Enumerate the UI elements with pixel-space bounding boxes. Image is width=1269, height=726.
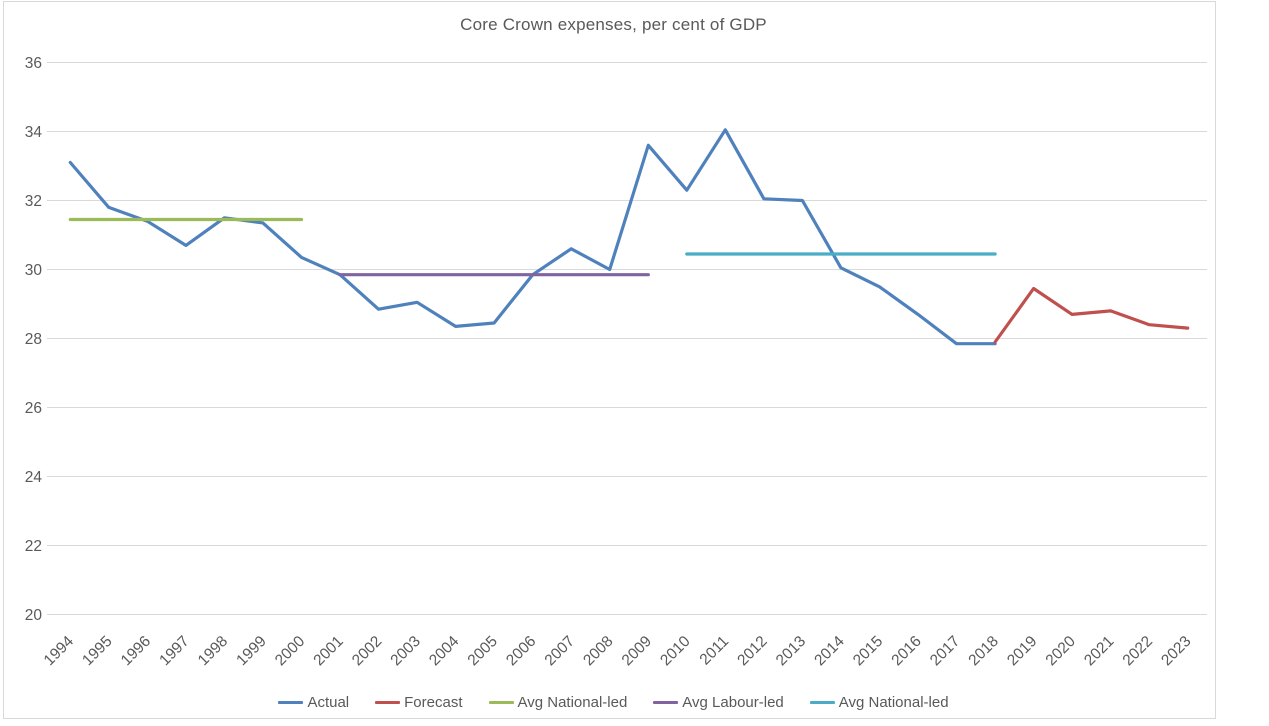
x-tick-label: 2002 [349, 633, 385, 669]
x-tick-label: 2011 [697, 633, 733, 669]
legend-item[interactable]: Forecast [375, 693, 463, 711]
x-tick-label: 2014 [811, 633, 848, 670]
x-tick-label: 2005 [465, 633, 501, 669]
series-line-1-forecast [993, 286, 1190, 344]
x-tick-label: 1997 [156, 633, 192, 669]
legend-line-swatch [278, 700, 304, 704]
series-line-0-actual [68, 128, 997, 346]
legend-label: Forecast [404, 693, 463, 711]
x-tick-label: 2006 [503, 633, 539, 669]
x-tick-label: 2013 [773, 633, 809, 669]
x-tick-label: 1996 [118, 633, 154, 669]
x-tick-label: 2003 [387, 633, 423, 669]
x-tick-label: 2016 [888, 633, 924, 669]
chart-legend: Actual Forecast Avg National-led Avg Labour… [7, 690, 1220, 714]
legend-line-swatch [375, 700, 401, 704]
x-tick-label: 2021 [1081, 633, 1117, 669]
x-tick-label: 2020 [1043, 633, 1080, 670]
y-tick-label: 26 [25, 400, 42, 417]
x-tick-label: 1999 [233, 633, 269, 669]
x-tick-label: 2008 [580, 633, 616, 669]
x-tick-label: 2018 [965, 633, 1001, 669]
x-tick-label: 2010 [657, 633, 694, 670]
legend-item[interactable]: Avg National-led [488, 693, 628, 711]
legend-label: Avg Labour-led [682, 693, 784, 711]
x-tick-label: 2007 [542, 633, 578, 669]
legend-line-swatch [488, 700, 514, 704]
legend-label: Avg National-led [838, 693, 949, 711]
x-tick-label: 2000 [272, 633, 309, 670]
x-tick-label: 2015 [850, 633, 886, 669]
legend-line-swatch [653, 700, 679, 704]
x-tick-label: 2017 [927, 633, 963, 669]
x-tick-label: 2001 [310, 633, 346, 669]
y-tick-label: 30 [25, 262, 43, 279]
x-tick-label: 2004 [426, 633, 463, 670]
y-tick-label: 34 [25, 124, 43, 141]
x-tick-label: 2023 [1158, 633, 1194, 669]
y-tick-label: 28 [25, 331, 42, 348]
legend-label: Actual [307, 693, 350, 711]
chart-frame: 20 22 24 26 28 30 32 34 36 1994 1995 1996 1997 1998 19… [3, 1, 1216, 719]
chart-title: Core Crown expenses, per cent of GDP [460, 15, 767, 34]
x-tick-label: 2009 [619, 633, 655, 669]
x-tick-label: 1995 [79, 633, 115, 669]
y-tick-label: 32 [25, 193, 42, 210]
legend-item[interactable]: Avg National-led [809, 693, 949, 711]
legend-item[interactable]: Actual [278, 694, 349, 711]
x-tick-label: 1994 [41, 633, 78, 670]
x-tick-label: 2022 [1120, 633, 1156, 669]
y-tick-label: 36 [25, 55, 42, 72]
y-tick-label: 24 [25, 469, 43, 486]
x-tick-label: 2012 [734, 633, 770, 669]
x-tick-label: 1998 [195, 633, 231, 669]
x-tick-label: 2019 [1004, 633, 1040, 669]
legend-label: Avg National-led [517, 693, 628, 711]
legend-line-swatch [809, 700, 835, 704]
y-tick-label: 20 [25, 607, 43, 624]
y-tick-label: 22 [25, 538, 42, 555]
legend-item[interactable]: Avg Labour-led [653, 693, 784, 711]
